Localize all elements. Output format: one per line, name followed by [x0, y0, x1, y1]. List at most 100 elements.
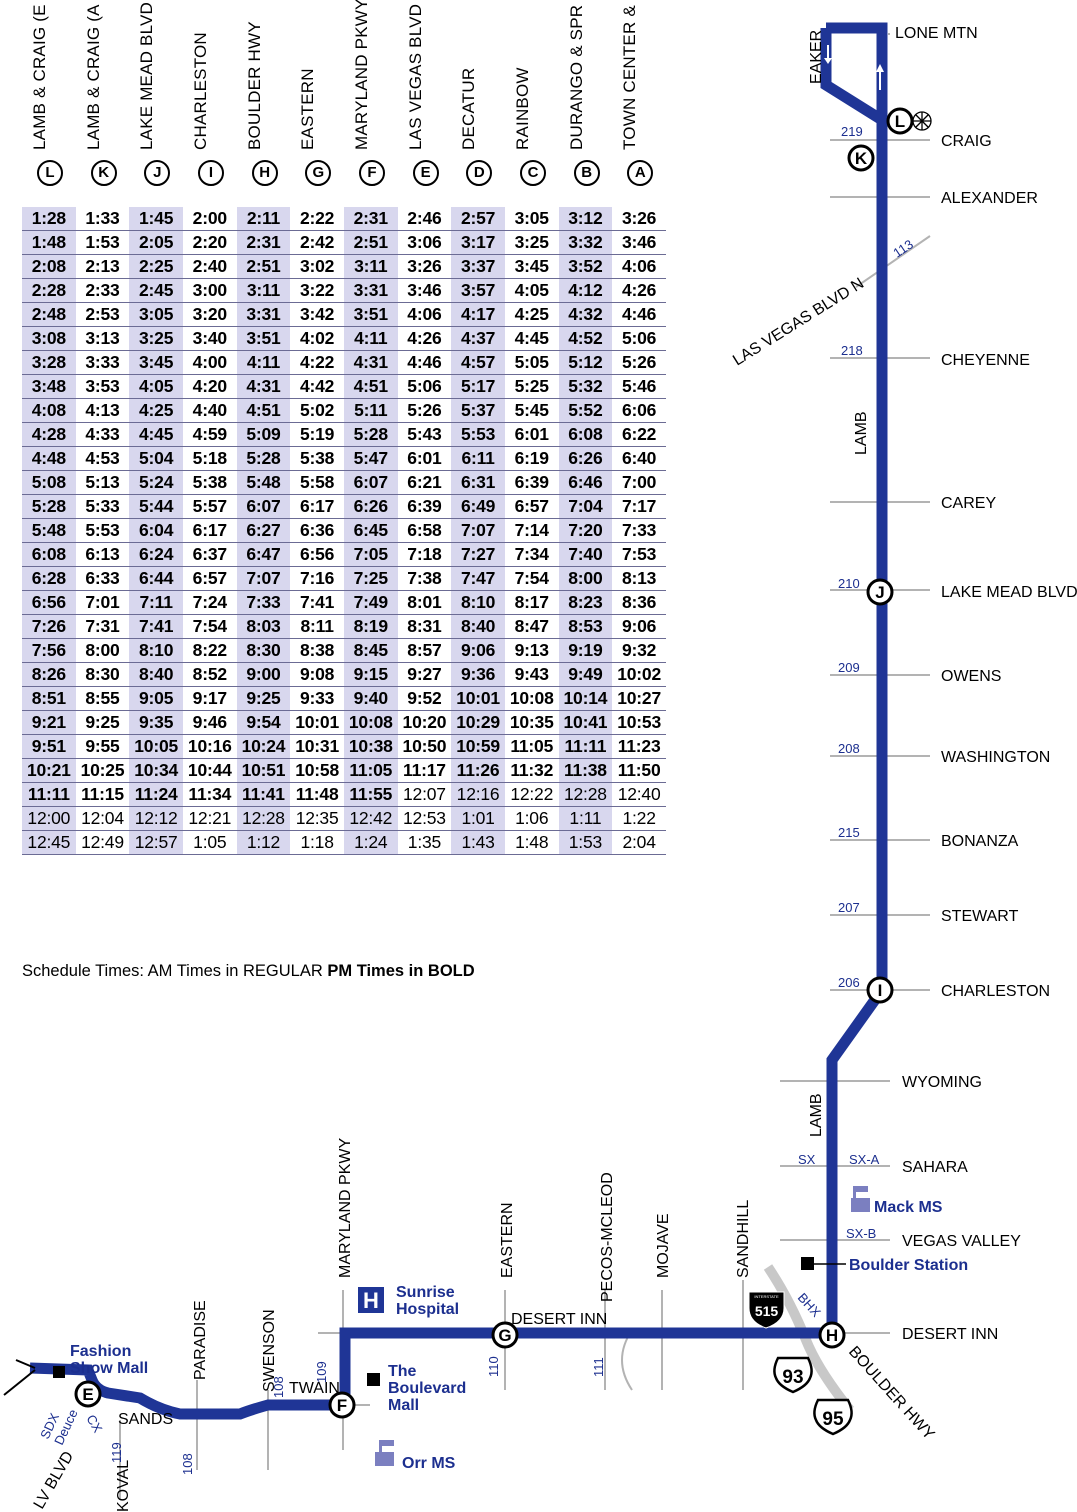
- street-label-lvblvd: LV BLVD: [31, 1449, 77, 1512]
- timepoint-column-header: LAMB & CRAIG (A K: [76, 0, 130, 205]
- timepoint-column-header: LAMB & CRAIG (E L: [22, 0, 76, 205]
- schedule-time-cell: 11:34: [182, 782, 237, 807]
- schedule-time-cell: 4:11: [343, 326, 398, 351]
- schedule-time-cell: 8:55: [75, 686, 130, 711]
- schedule-time-cell: 7:25: [343, 566, 398, 591]
- landmark-boulder-station: Boulder Station: [849, 1257, 968, 1274]
- schedule-time-cell: 7:26: [22, 614, 76, 639]
- timepoint-column-header: BOULDER HWY H: [237, 0, 291, 205]
- schedule-time-cell: 7:54: [504, 566, 559, 591]
- schedule-time-cell: 6:11: [451, 446, 505, 471]
- timepoint-letter-badge: C: [520, 160, 546, 186]
- schedule-time-cell: 12:12: [129, 806, 183, 831]
- schedule-time-cell: 3:46: [612, 230, 666, 255]
- schedule-time-cell: 1:11: [558, 806, 613, 831]
- map-marker-letter: G: [498, 1326, 511, 1345]
- schedule-time-cell: 5:38: [290, 446, 344, 471]
- schedule-time-cell: 9:35: [129, 710, 183, 735]
- schedule-time-cell: 5:26: [397, 398, 452, 423]
- map-marker-letter: I: [878, 981, 883, 1000]
- schedule-time-cell: 7:01: [75, 590, 130, 615]
- timepoint-letter-badge: H: [251, 160, 278, 186]
- schedule-time-cell: 7:00: [612, 470, 666, 495]
- schedule-time-cell: 10:44: [182, 758, 237, 783]
- schedule-time-cell: 3:05: [129, 302, 183, 327]
- schedule-time-cell: 3:26: [612, 207, 666, 231]
- schedule-time-cell: 3:12: [558, 207, 613, 231]
- schedule-time-cell: 10:58: [290, 758, 344, 783]
- schedule-row: 4:48 4:53 5:04 5:18 5:28 5:38 5:47 6:01 6:11 6:19…: [22, 446, 666, 471]
- schedule-time-cell: 5:08: [22, 470, 76, 495]
- map-marker-letter: H: [826, 1326, 838, 1345]
- route-label: 215: [838, 825, 860, 840]
- schedule-time-cell: 6:04: [129, 518, 183, 543]
- street-label-vertical: PECOS-MCLEOD: [599, 1172, 616, 1302]
- landmark-fashion-2: Show Mall: [70, 1360, 148, 1377]
- schedule-time-cell: 5:28: [22, 494, 76, 519]
- schedule-time-cell: 2:31: [236, 230, 291, 255]
- schedule-time-cell: 3:42: [290, 302, 344, 327]
- schedule-time-cell: 10:01: [290, 710, 344, 735]
- schedule-time-cell: 4:06: [612, 254, 666, 279]
- schedule-time-cell: 4:08: [22, 398, 76, 423]
- schedule-time-cell: 7:31: [75, 614, 130, 639]
- map-timepoint-marker: J: [866, 578, 894, 606]
- schedule-time-cell: 6:24: [129, 542, 183, 567]
- schedule-time-cell: 7:16: [290, 566, 344, 591]
- schedule-time-cell: 2:11: [236, 207, 291, 231]
- schedule-time-cell: 9:21: [22, 710, 76, 735]
- schedule-time-cell: 8:13: [612, 566, 666, 591]
- schedule-time-cell: 7:41: [129, 614, 183, 639]
- svg-text:93: 93: [782, 1367, 803, 1388]
- timepoint-letter-badge: A: [627, 160, 654, 186]
- schedule-time-cell: 10:51: [236, 758, 291, 783]
- schedule-row: 2:48 2:53 3:05 3:20 3:31 3:42 3:51 4:06 4:17 4:25…: [22, 302, 666, 327]
- schedule-row: 4:28 4:33 4:45 4:59 5:09 5:19 5:28 5:43 5:53 6:01…: [22, 422, 666, 447]
- schedule-time-cell: 6:26: [343, 494, 398, 519]
- schedule-time-cell: 3:57: [451, 278, 505, 303]
- schedule-time-cell: 5:44: [129, 494, 183, 519]
- schedule-time-cell: 1:22: [612, 806, 666, 831]
- schedule-time-cell: 8:53: [558, 614, 613, 639]
- route-label: 109: [314, 1361, 329, 1383]
- schedule-time-cell: 4:46: [397, 350, 452, 375]
- schedule-time-cell: 8:10: [451, 590, 505, 615]
- schedule-time-cell: 6:44: [129, 566, 183, 591]
- schedule-time-cell: 1:12: [236, 830, 291, 855]
- schedule-time-cell: 10:59: [451, 734, 505, 759]
- schedule-row: 4:08 4:13 4:25 4:40 4:51 5:02 5:11 5:26 5:37 5:45…: [22, 398, 666, 423]
- schedule-time-cell: 7:47: [451, 566, 505, 591]
- schedule-time-cell: 6:07: [236, 494, 291, 519]
- schedule-time-cell: 6:58: [397, 518, 452, 543]
- schedule-time-cell: 10:34: [129, 758, 183, 783]
- street-label-vertical: SANDHILL: [735, 1200, 752, 1278]
- route-label-sxb: SX-B: [846, 1226, 876, 1241]
- schedule-time-cell: 11:15: [75, 782, 130, 807]
- schedule-time-cell: 5:38: [182, 470, 237, 495]
- highway-shields: INTERSTATE 515 93 95: [748, 1291, 853, 1436]
- schedule-time-cell: 5:48: [236, 470, 291, 495]
- schedule-time-cell: 7:40: [558, 542, 613, 567]
- schedule-time-cell: 4:53: [75, 446, 130, 471]
- street-label-vertical: PARADISE: [192, 1300, 209, 1380]
- schedule-row: 3:28 3:33 3:45 4:00 4:11 4:22 4:31 4:46 4:57 5:05…: [22, 350, 666, 375]
- schedule-time-cell: 8:17: [504, 590, 559, 615]
- schedule-time-cell: 8:03: [236, 614, 291, 639]
- schedule-time-cell: 1:28: [22, 207, 76, 231]
- schedule-note: Schedule Times: AM Times in REGULAR PM T…: [22, 962, 475, 981]
- schedule-time-cell: 4:12: [558, 278, 613, 303]
- schedule-row: 5:28 5:33 5:44 5:57 6:07 6:17 6:26 6:39 6:49 6:57…: [22, 494, 666, 519]
- schedule-time-cell: 9:36: [451, 662, 505, 687]
- schedule-time-cell: 7:33: [612, 518, 666, 543]
- schedule-row: 3:48 3:53 4:05 4:20 4:31 4:42 4:51 5:06 5:17 5:25…: [22, 374, 666, 399]
- route-label: 218: [841, 343, 863, 358]
- schedule-time-cell: 4:13: [75, 398, 130, 423]
- route-label: 111: [591, 1357, 606, 1377]
- school-icon: [375, 1440, 394, 1466]
- street-label-desertinn: DESERT INN: [511, 1311, 607, 1328]
- schedule-time-cell: 5:48: [22, 518, 76, 543]
- us-shield-icon: 93: [773, 1356, 813, 1394]
- schedule-row: 6:56 7:01 7:11 7:24 7:33 7:41 7:49 8:01 8:10 8:17…: [22, 590, 666, 615]
- schedule-time-cell: 9:06: [451, 638, 505, 663]
